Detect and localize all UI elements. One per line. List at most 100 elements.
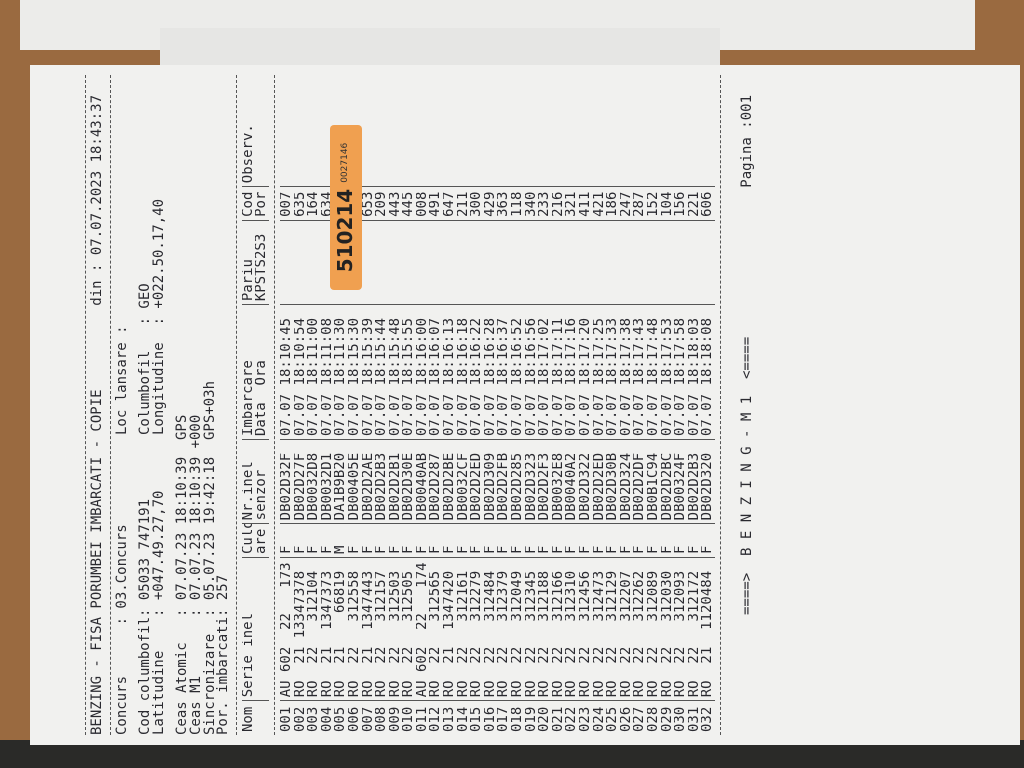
cell [388,220,403,306]
cell [687,220,702,306]
cell: 022 [565,701,579,735]
cell: DB0032CF [456,440,471,525]
cell-senzor: DB02D322 [579,452,593,521]
cell-ora: 18:17:20 [579,318,593,386]
cell-senzor: DB02D2BE [443,452,457,521]
cell-cod: 247 [619,191,634,217]
cell: DB02D2FB [497,440,512,525]
cell-cod: 429 [483,191,498,217]
background-sheet [160,28,720,68]
table-row: 013 RO 21 1347420 F DB02D2BE 07.07 18:16:13 6… [443,75,457,735]
cell: RO 22 312188 [538,558,552,702]
cell-serie: RO 22 312161 [456,570,471,698]
cell: DB02D323 [524,440,539,525]
cell-data: 07.07 [320,393,335,437]
cell [483,220,498,306]
cell: 025 [606,701,620,735]
table-row: 014 RO 22 312161 F DB0032CF 07.07 18:16:18 21… [456,75,471,735]
column-header: Cod [241,187,256,221]
latitudine: Latitudine : +047.49.27,70 [150,490,167,735]
cell-ora: 18:15:48 [388,318,403,386]
cell-ora: 18:17:33 [606,318,620,386]
cell: RO 22 312473 [592,558,607,702]
cell-nom: 020 [538,706,552,732]
por-imbarcati: Por. imbarcati: 257 [215,574,232,735]
cell: 247 [619,187,634,221]
cell: 429 [483,187,498,221]
cell-ora: 18:15:44 [375,318,389,386]
cell-cod: 635 [293,191,308,217]
table-row: 022 RO 22 312310 F DB0040A2 07.07 18:17:16 32… [565,75,579,735]
loc-lansare: Loc lansare : [113,325,130,435]
cell-data: 07.07 [429,393,444,437]
cell: 118 [511,187,525,221]
cell: 018 [511,701,525,735]
cell: 07.07 18:15:30 [347,305,362,441]
cell: F [565,524,579,559]
cell-culoare: F [280,546,294,554]
cell-culoare: F [661,546,675,554]
cell: 016 [484,701,498,735]
cell: DB02D2BE [443,440,457,525]
cell-senzor: DB0032D8 [307,452,321,521]
cell-serie: RO 21 1347420 [443,570,457,698]
cell-cod: 118 [511,191,525,217]
cell-culoare: F [416,546,430,554]
info-line: Concurs : 03.Concurs Loc lansare : [113,75,130,735]
cell: 164 [307,187,321,221]
cell: F [701,524,715,559]
cell [511,220,525,306]
cell-data: 07.07 [687,393,702,437]
cell-culoare: F [647,546,661,554]
cell: DB02D287 [429,440,444,525]
cell: RO 22 312345 [524,558,539,702]
cell [279,220,294,306]
cell: RO 22 312166 [551,558,566,702]
cell: RO 22 312161 [456,558,471,702]
cell [619,119,634,188]
cell-serie: RO 22 312565 [429,570,444,698]
cell-nom: 007 [361,706,376,732]
cell: 363 [497,187,512,221]
cell-culoare: F [389,546,403,554]
cell-serie: RO 22 312089 [646,570,661,698]
cell: 004 [321,701,335,735]
cell-culoare: F [525,546,539,554]
cell: F [388,524,403,559]
cell-cod: 287 [633,191,647,217]
cell [538,119,552,188]
column-header: Observ. [241,119,256,188]
cell-culoare: F [375,546,389,554]
cell: 209 [375,187,389,221]
table-row: 015 RO 22 312279 F DB02D2ED 07.07 18:16:22 30… [470,75,484,735]
cell: F [687,524,702,559]
cell-data: 07.07 [606,393,620,437]
table-row: 032 RO 21 1120484 F DB02D320 07.07 18:18:08 6… [701,75,715,735]
cell-data: 07.07 [443,393,457,437]
cell: F [279,524,294,559]
table-row: 027 RO 22 312262 F DB02D2DF 07.07 18:17:43 28… [633,75,647,735]
cell [361,220,376,306]
cell: F [402,524,416,559]
cell: F [320,524,335,559]
column-header: KPSTS2S3 [255,220,269,306]
cell-culoare: F [484,546,498,554]
cell-nom: 004 [320,706,335,732]
cell-ora: 18:16:13 [443,318,457,386]
cell: 07.07 18:15:39 [361,305,376,441]
cell [701,220,715,306]
cell: 019 [525,701,539,735]
cell [660,220,675,306]
column-header: Data Ora [255,305,269,441]
cell [429,119,444,188]
cell: F [443,524,457,559]
cell: RO 21 1120484 [701,558,715,702]
cell [456,119,471,188]
cell: RO 21 13347378 [293,558,308,702]
cell-culoare: F [294,546,308,554]
column-header [255,701,269,735]
cell-serie: RO 22 312379 [497,570,512,698]
cell-culoare: F [633,546,647,554]
cell: RO 22 312049 [511,558,525,702]
cell-senzor: DB02D2B3 [687,452,702,521]
